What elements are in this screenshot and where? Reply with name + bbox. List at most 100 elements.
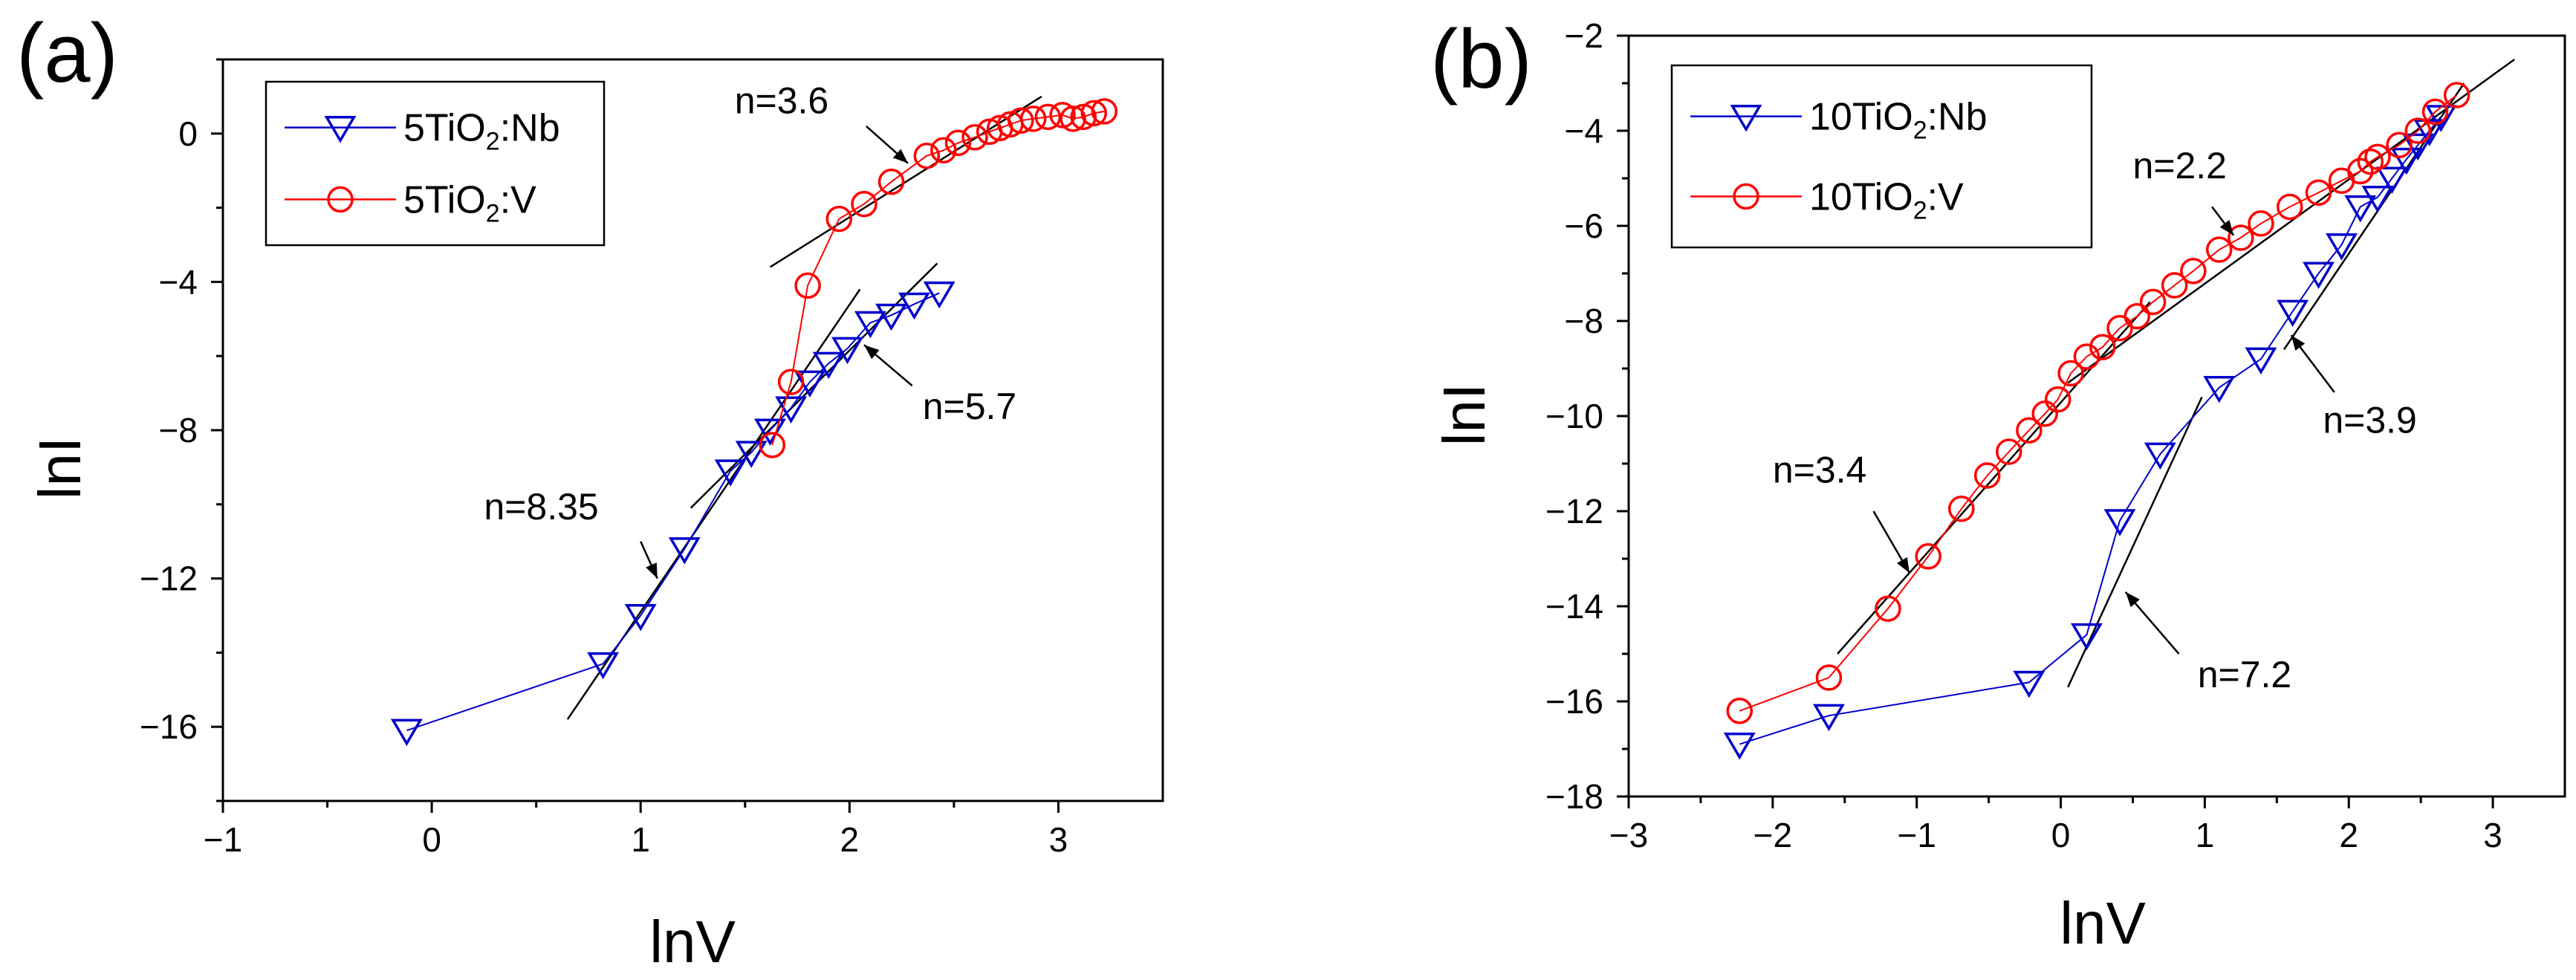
series-line <box>1739 94 2458 712</box>
y-tick-label: −16 <box>1545 682 1603 721</box>
y-tick-label: −2 <box>1565 16 1603 55</box>
annotation-label: n=3.6 <box>735 79 829 121</box>
data-point <box>898 292 930 320</box>
data-point <box>775 396 808 424</box>
legend-label-rest: :V <box>1927 175 1964 218</box>
x-tick-label: −2 <box>1753 816 1792 854</box>
y-axis-title: lnI <box>1431 383 1497 447</box>
data-point <box>2103 509 2136 536</box>
annotation-arrowhead <box>864 345 880 360</box>
data-point <box>877 168 905 195</box>
data-point <box>2277 299 2309 328</box>
data-point <box>1733 183 1759 210</box>
data-point <box>923 281 956 309</box>
legend-label-rest: :Nb <box>1927 96 1988 139</box>
data-point <box>2443 82 2470 108</box>
annotation-label: n=7.2 <box>2198 654 2292 695</box>
annotation-arrowhead <box>1897 556 1910 574</box>
y-tick-label: −4 <box>1565 111 1603 150</box>
data-point <box>831 337 863 365</box>
data-point <box>851 190 877 218</box>
data-point <box>1091 98 1118 125</box>
data-point <box>324 116 357 143</box>
x-tick-label: 1 <box>631 820 650 859</box>
data-point <box>2073 343 2100 370</box>
legend-label-subscript: 2 <box>486 199 500 227</box>
data-point <box>2404 117 2432 144</box>
data-point <box>2180 258 2207 285</box>
legend-box <box>265 80 606 247</box>
data-point <box>2161 272 2188 299</box>
x-tick-label: 3 <box>1049 820 1068 859</box>
x-tick-label: 3 <box>2483 816 2502 854</box>
legend-label-rest: :Nb <box>500 107 560 150</box>
legend-label-subscript: 2 <box>486 128 500 156</box>
legend-label-main: 10TiO <box>1809 175 1913 218</box>
data-point <box>2013 670 2045 698</box>
data-point <box>2124 302 2151 330</box>
data-point <box>714 459 747 487</box>
data-point <box>2070 623 2103 651</box>
data-point <box>2361 186 2394 213</box>
legend-label: 10TiO2:Nb <box>1809 96 1988 145</box>
legend-label-rest: :V <box>500 178 536 221</box>
x-tick-label: 2 <box>2339 816 2358 854</box>
data-point <box>1034 103 1062 131</box>
x-tick-label: 0 <box>422 820 441 859</box>
y-tick-label: −8 <box>1565 302 1603 340</box>
data-point <box>2357 148 2384 175</box>
data-point <box>1723 733 1756 760</box>
y-tick-label: −16 <box>140 707 198 746</box>
data-point <box>2139 288 2167 316</box>
data-point <box>961 124 988 151</box>
data-point <box>2326 233 2358 261</box>
data-point <box>2203 376 2236 403</box>
x-tick-label: −3 <box>1609 816 1648 854</box>
data-point <box>1070 103 1097 131</box>
data-point <box>1049 102 1076 129</box>
data-point <box>2421 98 2449 126</box>
data-point <box>825 205 853 233</box>
data-point <box>2016 417 2043 444</box>
data-point <box>1948 496 1975 522</box>
y-tick-label: −12 <box>1545 492 1603 530</box>
data-point <box>2303 262 2335 289</box>
annotation-arrowhead <box>892 149 909 163</box>
fit-line <box>2283 82 2465 351</box>
panel-label: (b) <box>1430 13 1532 106</box>
y-tick-label: −4 <box>159 262 198 301</box>
chart-panel-b: (b)−3 −2 −1 0 1 2 3−18−16−14−12−10−8−6−4−2lnVl… <box>1430 13 2566 956</box>
data-point <box>2424 105 2457 132</box>
annotation-arrowhead <box>2125 591 2140 608</box>
data-point <box>1730 105 1762 132</box>
data-point <box>2206 236 2233 263</box>
x-tick-label: −1 <box>1897 816 1936 854</box>
x-axis-title: lnV <box>649 909 736 975</box>
data-point <box>668 537 701 565</box>
y-tick-label: −10 <box>1545 397 1603 435</box>
data-point <box>2057 360 2084 387</box>
data-point <box>2344 195 2377 223</box>
series-v <box>759 98 1118 458</box>
data-point <box>854 311 886 339</box>
legend-box <box>1670 64 2093 249</box>
data-point <box>735 441 768 468</box>
data-point <box>587 652 620 680</box>
y-tick-label: −8 <box>159 411 198 450</box>
chart-panel-a: (a) −1 0 1 2 3 −16 −12 −8 −4 0 lnV lnI n=8.35 n=5.7 n=3… <box>16 7 1164 975</box>
fit-line <box>2067 58 2515 384</box>
annotation-label: n=3.9 <box>2323 399 2417 441</box>
data-point <box>1060 106 1086 132</box>
data-point <box>390 718 423 747</box>
annotation-arrowhead <box>2291 335 2306 351</box>
y-tick-label: 0 <box>178 114 198 153</box>
data-point <box>2375 166 2408 194</box>
data-point <box>913 142 941 169</box>
legend-label: 10TiO2:V <box>1809 175 1964 224</box>
series-line <box>1739 116 2442 745</box>
data-point <box>777 369 805 395</box>
x-tick-label: 1 <box>2196 816 2215 854</box>
y-tick-label: −14 <box>1545 587 1603 626</box>
legend-label-main: 10TiO <box>1809 96 1913 139</box>
